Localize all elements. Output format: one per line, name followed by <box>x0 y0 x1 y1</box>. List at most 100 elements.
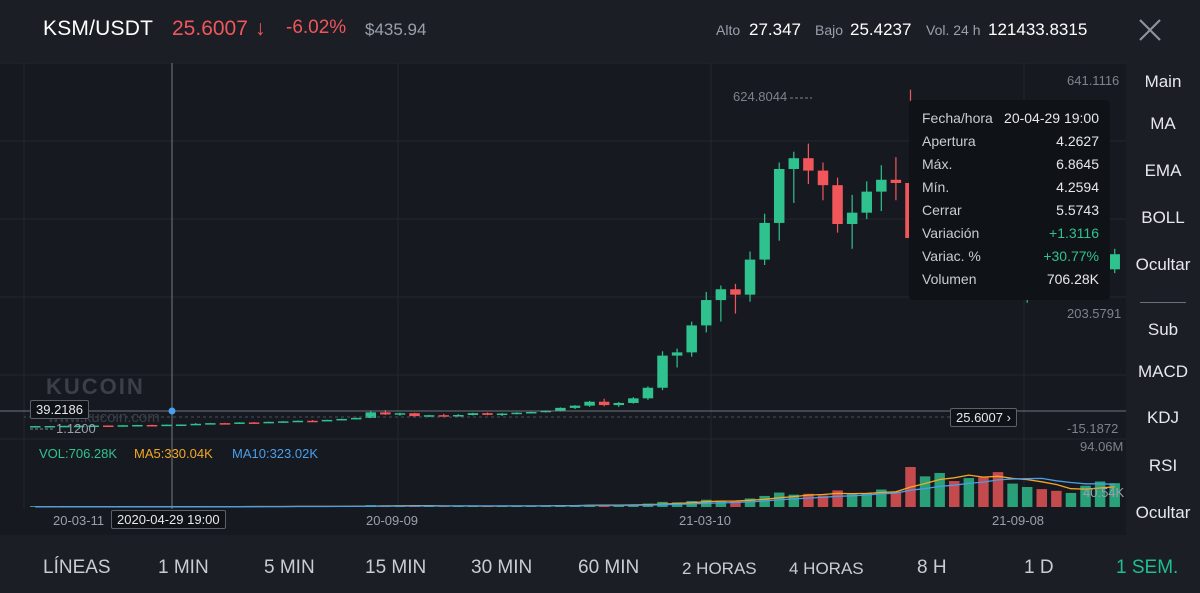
volume-bar <box>861 492 872 507</box>
tf-30min[interactable]: 30 MIN <box>471 557 533 578</box>
candlestick-chart[interactable]: KUCOIN www.kucoin.com 641.1116 203.5791 … <box>0 63 1130 535</box>
main-indicator-header[interactable]: Main <box>1144 72 1182 91</box>
candle-body <box>861 191 872 213</box>
tf-60min[interactable]: 60 MIN <box>578 557 640 578</box>
candle-body <box>1109 254 1120 270</box>
candle-body <box>423 415 435 417</box>
tf-2h[interactable]: 2 HORAS <box>682 559 757 578</box>
tooltip-row: Apertura 4.2627 <box>922 133 1099 153</box>
volume-bar <box>744 498 756 507</box>
candle-body <box>336 418 347 421</box>
candle-body <box>890 179 902 184</box>
volume-bar <box>963 478 975 507</box>
ticker-header: KSM/USDT 25.6007 ↓ -6.02% $435.94 Alto 2… <box>0 0 1200 63</box>
tooltip-value: 4.2594 <box>1056 179 1099 195</box>
volume-bar <box>1109 483 1120 507</box>
candle-body <box>628 398 639 403</box>
tooltip-label: Máx. <box>922 156 953 172</box>
volume-24h-value: 121433.8315 <box>988 20 1088 39</box>
close-button[interactable] <box>1134 14 1166 46</box>
y-axis-low-label: -15.1872 <box>1067 421 1119 436</box>
candle-body <box>278 421 289 423</box>
candle-body <box>496 413 508 416</box>
indicator-ema[interactable]: EMA <box>1144 161 1182 180</box>
tf-4h[interactable]: 4 HORAS <box>789 559 864 578</box>
volume-bar <box>890 491 902 507</box>
volume-bar <box>1080 485 1091 507</box>
candle-body <box>701 300 712 326</box>
candle-body <box>117 425 129 427</box>
hide-sub-indicator[interactable]: Ocultar <box>1135 503 1191 522</box>
volume-bar <box>934 472 945 507</box>
volume-axis-top-label: 94.06M <box>1080 439 1124 454</box>
candle-body <box>102 425 114 428</box>
fiat-price: $435.94 <box>365 20 427 39</box>
volume-bar <box>919 476 931 507</box>
candle-body <box>394 413 406 415</box>
high-value: 27.347 <box>749 20 801 39</box>
crosshair-price-tag: 39.2186 <box>30 400 89 419</box>
indicator-macd[interactable]: MACD <box>1137 362 1189 381</box>
candle-body <box>321 419 333 422</box>
tf-15min[interactable]: 15 MIN <box>365 557 427 578</box>
candle-body <box>44 425 56 428</box>
volume-bar <box>876 489 887 507</box>
ma10-line <box>35 477 1115 508</box>
kucoin-logo: KUCOIN <box>46 374 145 399</box>
last-price-tag[interactable]: 25.6007 › <box>950 408 1017 427</box>
tf-8h[interactable]: 8 H <box>917 557 947 578</box>
indicator-rsi[interactable]: RSI <box>1148 456 1178 475</box>
candle-body <box>350 417 362 420</box>
tf-1week[interactable]: 1 SEM. <box>1116 557 1179 578</box>
volume-bar <box>1021 487 1033 507</box>
indicator-boll[interactable]: BOLL <box>1141 208 1185 227</box>
candle-body <box>846 212 858 224</box>
min-price-label: 1.1200 <box>56 421 96 436</box>
tooltip-row: Mín. 4.2594 <box>922 179 1099 199</box>
candle-body <box>525 411 537 414</box>
volume-bar <box>846 494 858 507</box>
close-icon <box>1139 19 1161 41</box>
crosshair-date-tag: 2020-04-29 19:00 <box>111 510 226 529</box>
candle-body <box>715 289 727 301</box>
last-price-tag-value: 25.6007 <box>956 410 1003 425</box>
tf-1min[interactable]: 1 MIN <box>158 557 209 578</box>
x-axis-label: 21-03-10 <box>679 513 732 528</box>
price-change-percent: -6.02% <box>286 17 347 38</box>
tooltip-value: 4.2627 <box>1056 133 1099 149</box>
candle-body <box>773 168 785 223</box>
volume-bar <box>30 506 41 507</box>
tooltip-value: 6.8645 <box>1056 156 1099 172</box>
volume-bar <box>788 494 800 507</box>
candle-body <box>555 407 566 411</box>
candle-body <box>73 425 85 428</box>
volume-last-label: 40.54K <box>1083 485 1125 500</box>
candle-body <box>759 222 770 260</box>
tooltip-label: Apertura <box>922 133 976 149</box>
tooltip-row: Variación +1.3116 <box>922 225 1099 245</box>
candle-body <box>59 425 70 428</box>
candle-body <box>803 158 814 171</box>
tf-1d[interactable]: 1 D <box>1024 557 1054 578</box>
hide-main-indicator[interactable]: Ocultar <box>1135 255 1191 274</box>
ma10-legend: MA10:323.02K <box>232 446 319 461</box>
indicator-ma[interactable]: MA <box>1150 114 1176 133</box>
candle-body <box>365 412 377 418</box>
last-price: 25.6007 <box>172 17 248 40</box>
indicator-kdj[interactable]: KDJ <box>1146 408 1180 427</box>
indicator-menu: Main MA EMA BOLL Ocultar Sub MACD KDJ RS… <box>1126 63 1200 535</box>
tooltip-label: Volumen <box>922 271 977 287</box>
sub-indicator-header[interactable]: Sub <box>1147 320 1179 339</box>
tf-5min[interactable]: 5 MIN <box>264 557 315 578</box>
candle-body <box>511 412 522 415</box>
volume-bar <box>1036 489 1048 507</box>
menu-divider <box>1140 302 1186 303</box>
volume-bar <box>1094 481 1106 507</box>
tf-lines[interactable]: LÍNEAS <box>43 557 111 578</box>
x-axis-label: 21-09-08 <box>992 513 1045 528</box>
tooltip-row: Máx. 6.8645 <box>922 156 1099 176</box>
candle-body <box>642 387 654 399</box>
candle-body <box>219 423 231 425</box>
y-axis-top-label: 641.1116 <box>1067 73 1120 88</box>
candle-body <box>482 413 493 415</box>
